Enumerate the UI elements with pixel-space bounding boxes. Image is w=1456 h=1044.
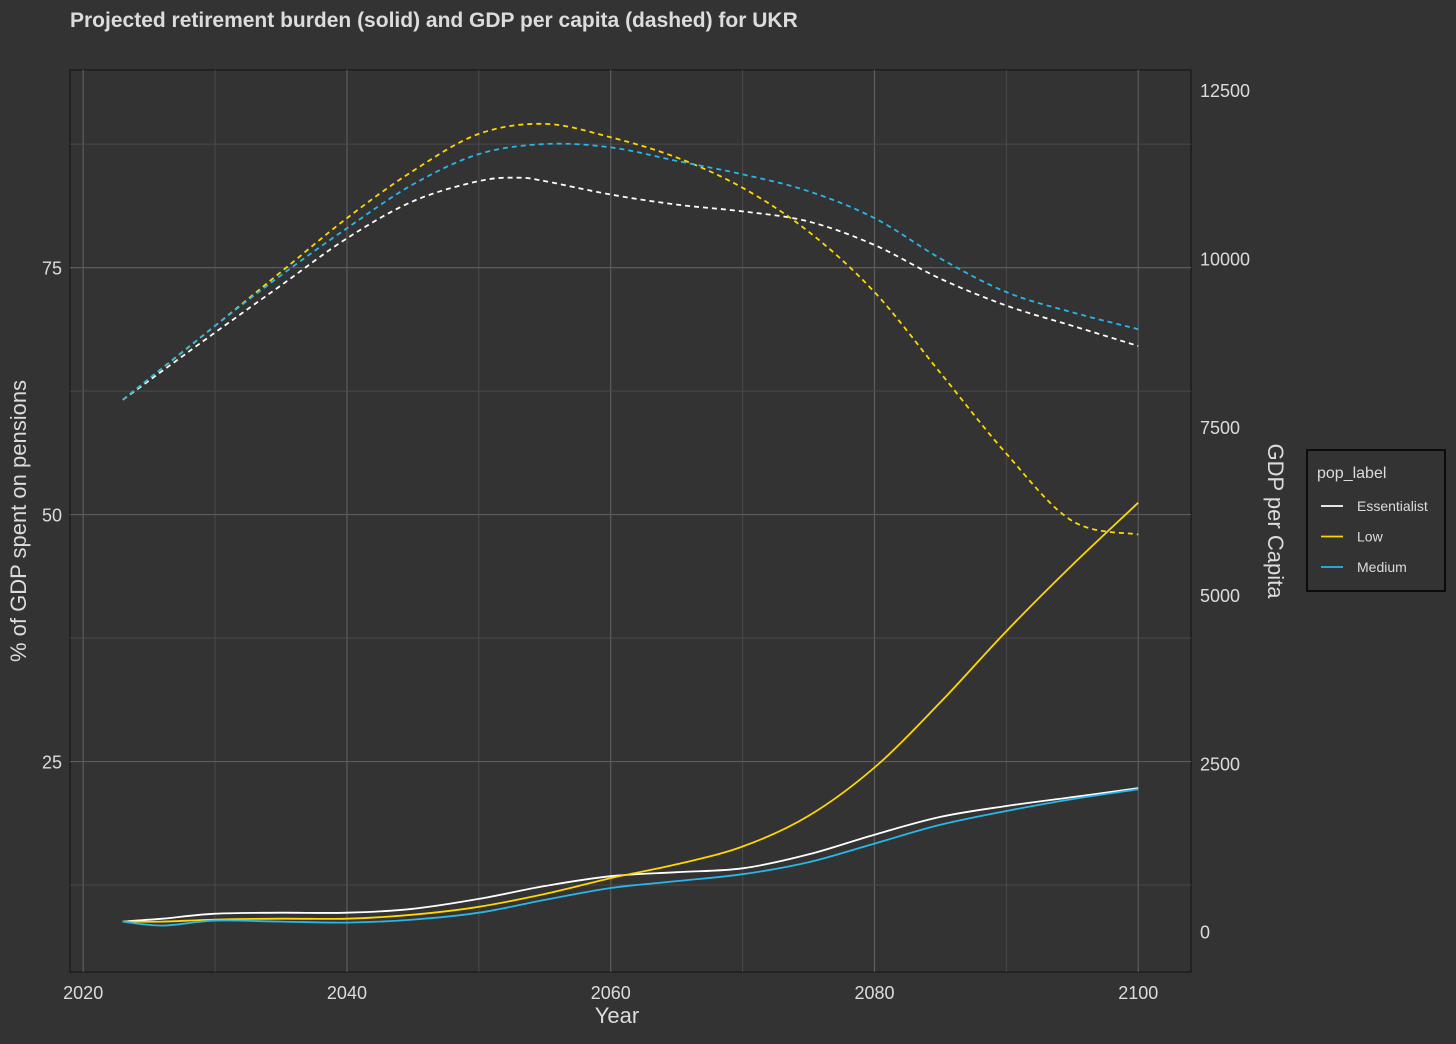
legend-items: Essentialist Low Medium	[1321, 498, 1428, 575]
x-axis-label: Year	[595, 1003, 639, 1028]
series-line-pension-low	[122, 502, 1139, 923]
series-line-pension-medium	[122, 788, 1139, 927]
y2-tick-label: 12500	[1200, 81, 1250, 101]
chart-title: Projected retirement burden (solid) and …	[70, 9, 798, 32]
y2-tick-label: 10000	[1200, 249, 1250, 269]
plot-panel	[69, 69, 1192, 973]
y-tick-label: 75	[42, 259, 62, 279]
legend-label-low: Low	[1357, 529, 1384, 545]
legend-label-essentialist: Essentialist	[1357, 498, 1428, 514]
x-tick-label: 2060	[591, 983, 631, 1003]
x-tick-label: 2080	[854, 983, 894, 1003]
series-line-gdp-essentialist	[122, 176, 1139, 401]
y2-axis-label: GDP per Capita	[1263, 444, 1288, 600]
y-tick-label: 50	[42, 506, 62, 526]
y2-tick-label: 7500	[1200, 418, 1240, 438]
y2-tick-label: 5000	[1200, 586, 1240, 606]
y-axis-label: % of GDP spent on pensions	[6, 380, 31, 662]
legend-title: pop_label	[1317, 465, 1386, 482]
series-layer	[122, 122, 1139, 927]
series-line-pension-essentialist	[122, 787, 1139, 923]
legend: pop_label Essentialist Low Medium	[1306, 449, 1446, 592]
x-tick-label: 2020	[63, 983, 103, 1003]
legend-label-medium: Medium	[1357, 559, 1407, 575]
axis-layer: 2020 2040 2060 2080 2100 25 50 75 0 2500 5000 7500 1…	[42, 81, 1250, 1003]
y2-tick-label: 0	[1200, 923, 1210, 943]
x-tick-label: 2040	[327, 983, 367, 1003]
y-tick-label: 25	[42, 753, 62, 773]
x-tick-label: 2100	[1118, 983, 1158, 1003]
series-line-gdp-medium	[122, 142, 1139, 401]
y2-tick-label: 2500	[1200, 754, 1240, 774]
